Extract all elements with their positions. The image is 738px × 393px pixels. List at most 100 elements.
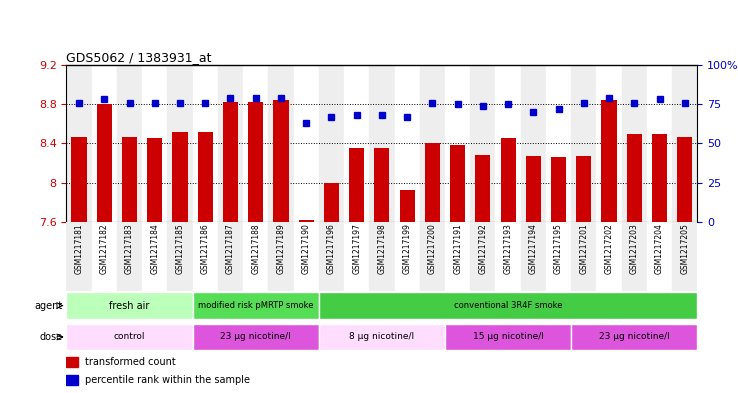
Bar <box>66 65 92 222</box>
Bar <box>218 65 243 222</box>
Bar <box>319 324 445 350</box>
Bar <box>193 65 218 222</box>
Bar <box>243 65 269 222</box>
Bar <box>369 222 395 291</box>
Bar <box>218 222 243 291</box>
Text: GSM1217197: GSM1217197 <box>352 223 361 274</box>
Bar <box>450 145 465 222</box>
Text: GSM1217201: GSM1217201 <box>579 223 588 274</box>
Bar <box>627 134 642 222</box>
Bar <box>349 149 365 222</box>
Bar <box>344 222 369 291</box>
Bar <box>319 292 697 319</box>
Bar <box>117 65 142 222</box>
Bar <box>369 65 395 222</box>
Text: dose: dose <box>40 332 63 342</box>
Bar <box>299 220 314 222</box>
Bar <box>571 222 596 291</box>
Bar <box>248 102 263 222</box>
Bar <box>571 324 697 350</box>
Text: percentile rank within the sample: percentile rank within the sample <box>86 375 250 385</box>
Bar <box>193 222 218 291</box>
Bar <box>66 222 92 291</box>
Text: GSM1217196: GSM1217196 <box>327 223 336 274</box>
Text: 23 µg nicotine/l: 23 µg nicotine/l <box>221 332 291 342</box>
Bar <box>546 65 571 222</box>
Bar <box>445 324 571 350</box>
Bar <box>319 222 344 291</box>
Text: 8 µg nicotine/l: 8 µg nicotine/l <box>349 332 415 342</box>
Text: GSM1217195: GSM1217195 <box>554 223 563 274</box>
Bar <box>420 222 445 291</box>
Bar <box>142 65 168 222</box>
Bar <box>399 190 415 222</box>
Bar <box>66 357 77 367</box>
Bar <box>672 222 697 291</box>
Bar <box>445 222 470 291</box>
Bar <box>142 222 168 291</box>
Text: GSM1217186: GSM1217186 <box>201 223 210 274</box>
Text: GSM1217204: GSM1217204 <box>655 223 664 274</box>
Text: GSM1217185: GSM1217185 <box>176 223 184 274</box>
Text: transformed count: transformed count <box>86 357 176 367</box>
Bar <box>596 222 621 291</box>
Bar <box>596 65 621 222</box>
Bar <box>117 222 142 291</box>
Bar <box>551 157 566 222</box>
Bar <box>470 222 495 291</box>
Text: GSM1217181: GSM1217181 <box>75 223 83 274</box>
Text: fresh air: fresh air <box>109 301 150 310</box>
Text: agent: agent <box>35 301 63 310</box>
Text: GSM1217191: GSM1217191 <box>453 223 462 274</box>
Bar <box>525 156 541 222</box>
Bar <box>122 136 137 222</box>
Bar <box>546 222 571 291</box>
Bar <box>652 134 667 222</box>
Bar <box>495 65 521 222</box>
Text: GSM1217202: GSM1217202 <box>604 223 613 274</box>
Bar <box>72 136 86 222</box>
Bar <box>470 65 495 222</box>
Bar <box>495 222 521 291</box>
Bar <box>601 100 617 222</box>
Bar <box>294 65 319 222</box>
Bar <box>269 65 294 222</box>
Text: GSM1217205: GSM1217205 <box>680 223 689 274</box>
Text: GSM1217183: GSM1217183 <box>125 223 134 274</box>
Bar <box>269 222 294 291</box>
Text: GSM1217184: GSM1217184 <box>151 223 159 274</box>
Bar <box>672 65 697 222</box>
Bar <box>475 155 491 222</box>
Bar <box>147 138 162 222</box>
Bar <box>395 222 420 291</box>
Bar <box>677 136 692 222</box>
Bar <box>621 65 647 222</box>
Text: GSM1217189: GSM1217189 <box>277 223 286 274</box>
Bar <box>500 138 516 222</box>
Bar <box>173 132 187 222</box>
Bar <box>66 292 193 319</box>
Bar <box>168 222 193 291</box>
Text: GSM1217203: GSM1217203 <box>630 223 639 274</box>
Text: GDS5062 / 1383931_at: GDS5062 / 1383931_at <box>66 51 212 64</box>
Text: GSM1217198: GSM1217198 <box>377 223 387 274</box>
Bar <box>571 65 596 222</box>
Text: GSM1217199: GSM1217199 <box>403 223 412 274</box>
Bar <box>425 143 440 222</box>
Bar <box>576 156 591 222</box>
Text: modified risk pMRTP smoke: modified risk pMRTP smoke <box>198 301 314 310</box>
Bar <box>66 375 77 385</box>
Bar <box>647 65 672 222</box>
Bar <box>324 183 339 222</box>
Text: GSM1217190: GSM1217190 <box>302 223 311 274</box>
Bar <box>647 222 672 291</box>
Bar <box>395 65 420 222</box>
Text: GSM1217200: GSM1217200 <box>428 223 437 274</box>
Bar <box>193 324 319 350</box>
Text: GSM1217182: GSM1217182 <box>100 223 108 274</box>
Bar <box>319 65 344 222</box>
Bar <box>445 65 470 222</box>
Bar <box>66 324 193 350</box>
Bar <box>92 65 117 222</box>
Bar <box>621 222 647 291</box>
